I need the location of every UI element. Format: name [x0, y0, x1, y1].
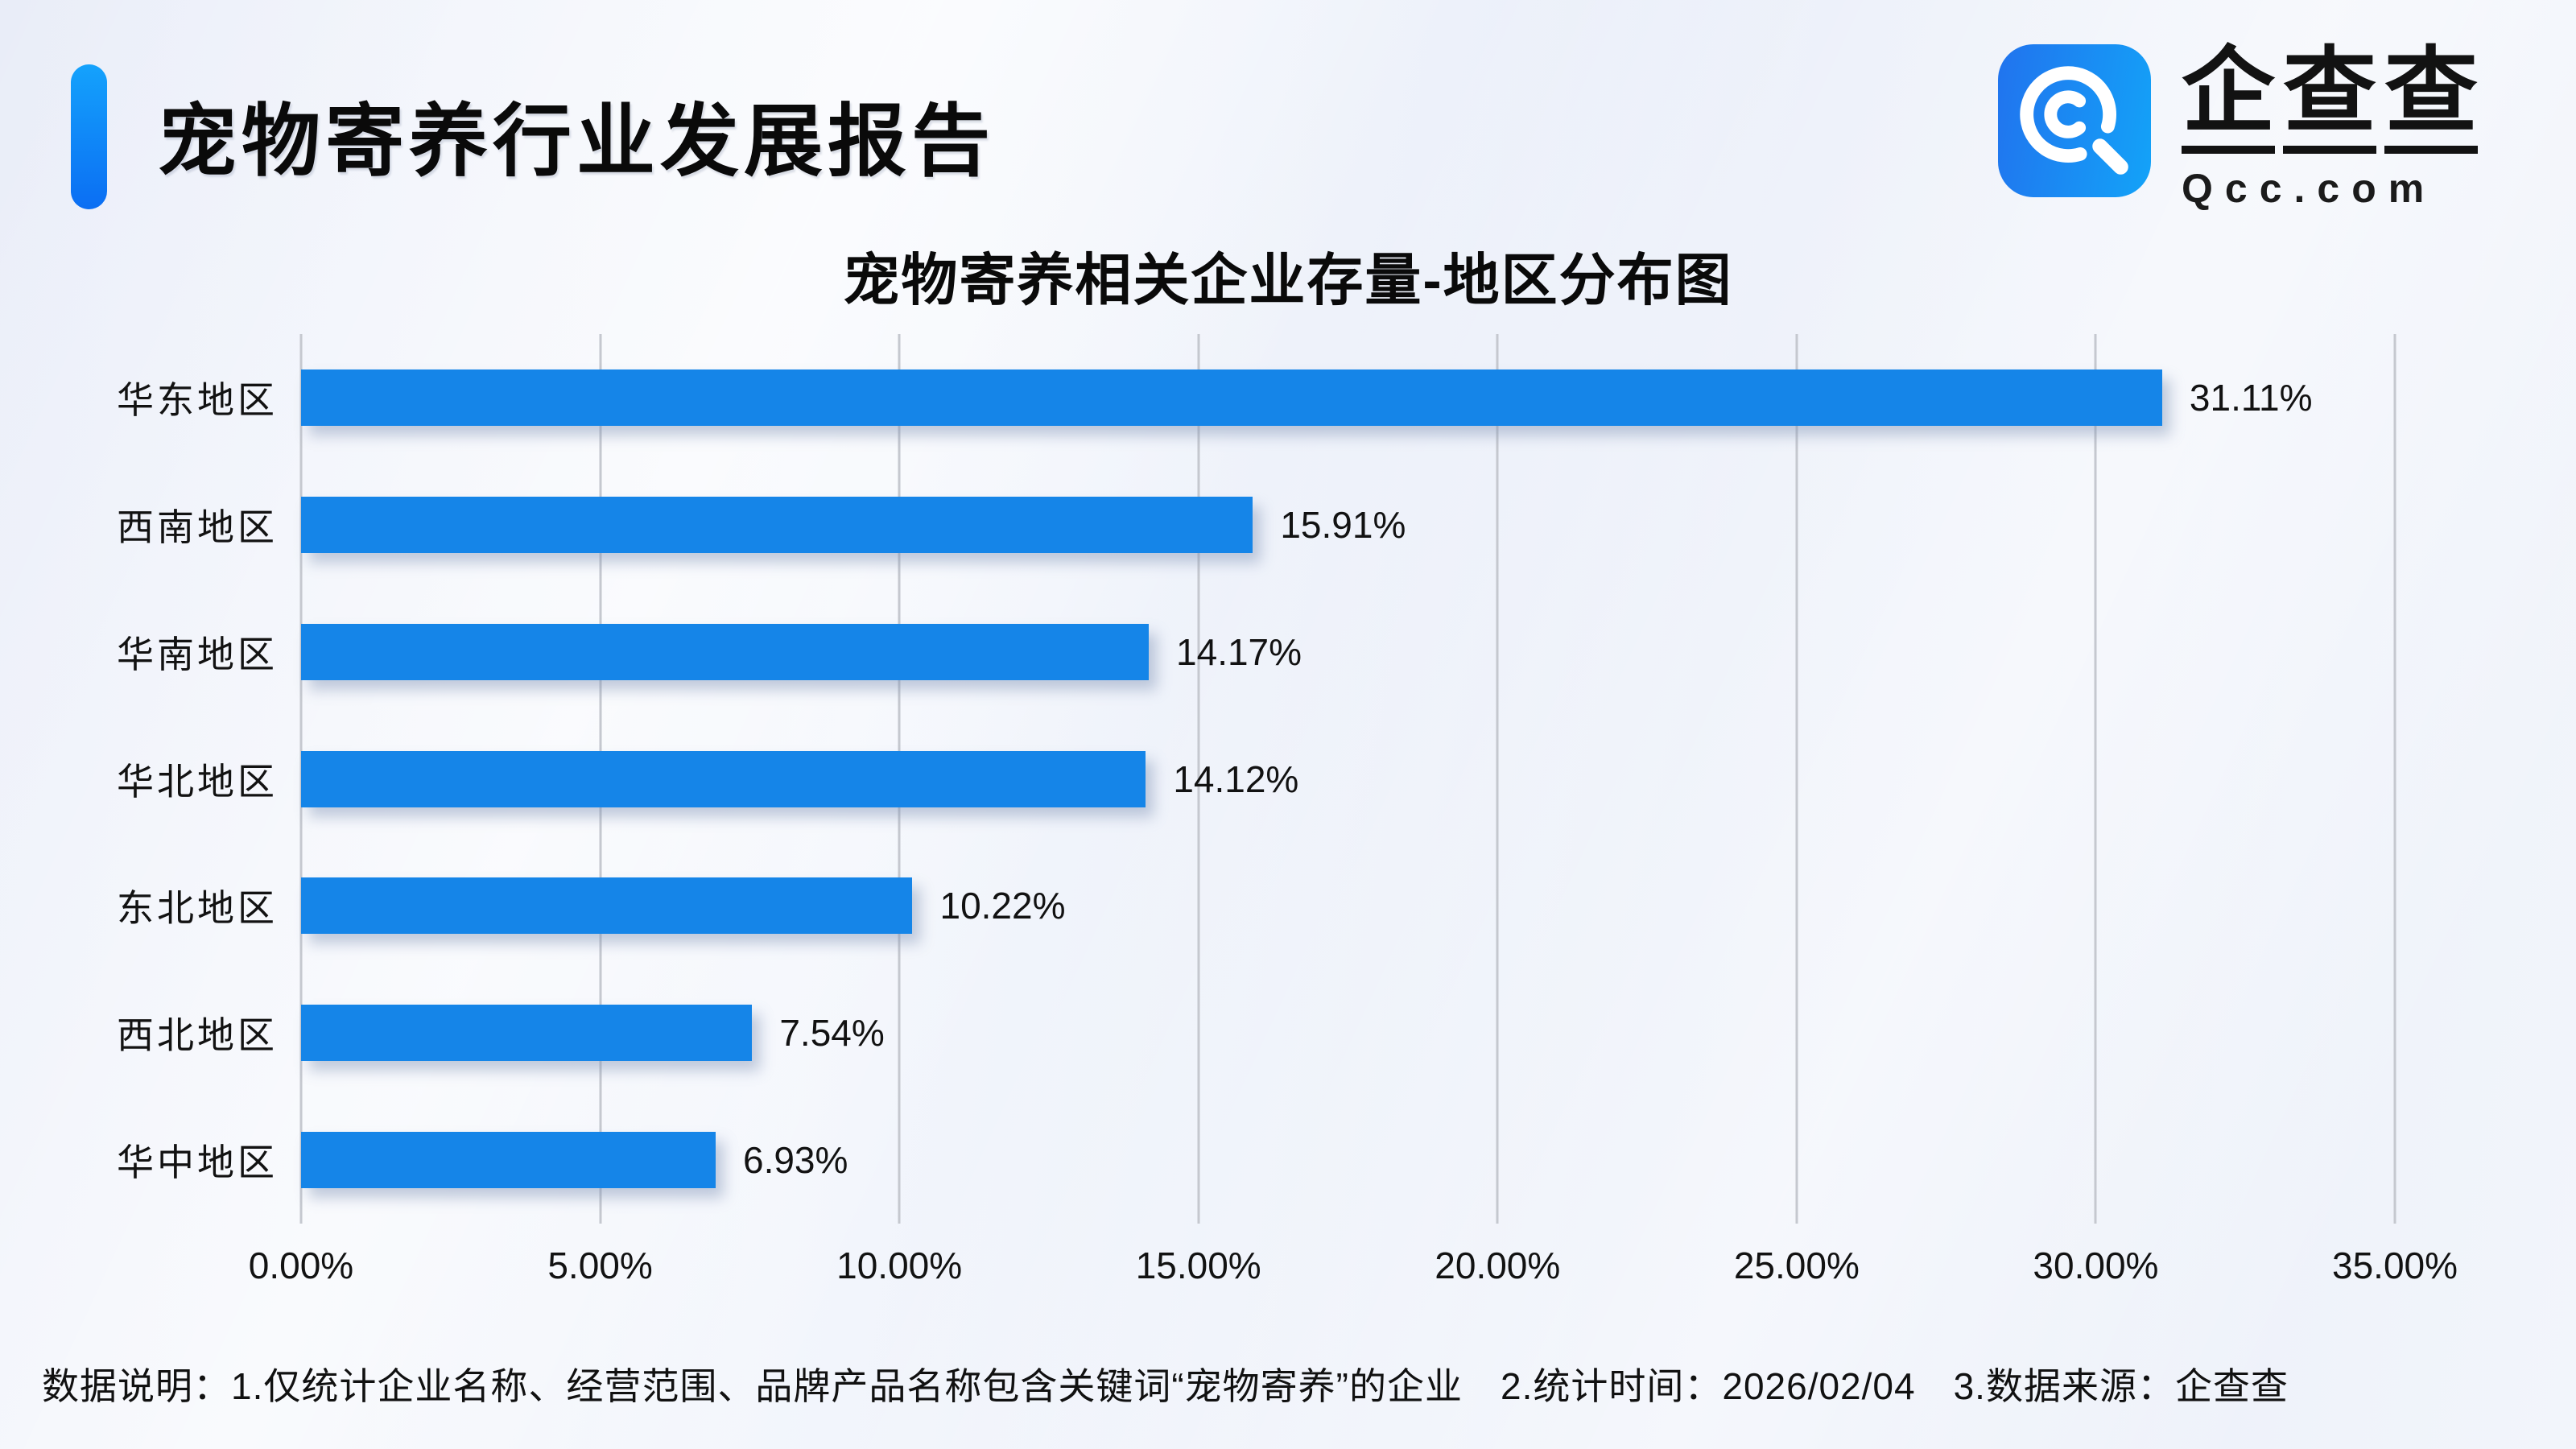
logo-brand-char: 查: [2384, 44, 2478, 154]
gridline: [1496, 334, 1499, 1224]
logo-brand-char: 企: [2182, 44, 2275, 154]
bar-row: 10.22%: [301, 842, 2395, 969]
x-tick-label: 35.00%: [2331, 1245, 2458, 1286]
bar-value-label: 6.93%: [742, 1139, 848, 1182]
bar-row: 15.91%: [301, 461, 2395, 588]
x-tick-label: 15.00%: [1135, 1245, 1261, 1286]
qcc-magnifier-icon: [1998, 44, 2151, 197]
bar-row: 14.17%: [301, 588, 2395, 716]
qcc-logo: 企查查 Qcc.com: [1998, 44, 2478, 212]
bar-value-label: 14.17%: [1176, 630, 1302, 673]
logo-domain: Qcc.com: [2182, 166, 2437, 211]
category-label: 华东地区: [117, 378, 278, 421]
category-label: 华中地区: [117, 1141, 278, 1184]
bar: [301, 623, 1150, 680]
gridline: [1197, 334, 1200, 1224]
logo-brand: 企查查: [2182, 44, 2478, 154]
bar: [301, 877, 913, 935]
title-accent-bar: [71, 64, 107, 209]
x-tick-label: 10.00%: [836, 1245, 963, 1286]
bar-row: 14.12%: [301, 716, 2395, 843]
bar-rows: 31.11% 15.91% 14.17% 14.12% 10.22% 7.54% 6.93%: [301, 334, 2395, 1224]
plot-area: 31.11% 15.91% 14.17% 14.12% 10.22% 7.54% 6.93%: [299, 334, 2396, 1224]
x-tick-label: 20.00%: [1435, 1245, 1561, 1286]
page-title: 宠物寄养行业发展报告: [158, 97, 996, 185]
bar: [301, 1005, 753, 1062]
bar-value-label: 7.54%: [779, 1012, 885, 1055]
chart-title: 宠物寄养相关企业存量-地区分布图: [843, 249, 1733, 312]
bar-row: 31.11%: [301, 334, 2395, 461]
bar-value-label: 31.11%: [2189, 376, 2313, 419]
footnote: 数据说明：1.仅统计企业名称、经营范围、品牌产品名称包含关键词“宠物寄养”的企业…: [42, 1365, 2289, 1407]
x-tick-label: 0.00%: [248, 1245, 354, 1286]
category-column: 华东地区西南地区华南地区华北地区东北地区西北地区华中地区: [0, 334, 278, 1224]
bar: [301, 369, 2162, 426]
x-tick-label: 25.00%: [1733, 1245, 1860, 1286]
category-label: 西北地区: [117, 1014, 278, 1057]
category-label: 西南地区: [117, 506, 278, 548]
gridline: [2393, 334, 2396, 1224]
bar-row: 7.54%: [301, 969, 2395, 1096]
gridline: [1795, 334, 1798, 1224]
x-tick-label: 30.00%: [2033, 1245, 2159, 1286]
logo-brand-char: 查: [2283, 44, 2376, 154]
category-label: 华南地区: [117, 633, 278, 675]
bar-value-label: 14.12%: [1173, 758, 1299, 800]
bar: [301, 496, 1253, 553]
bar-value-label: 15.91%: [1280, 503, 1406, 546]
bar: [301, 750, 1146, 807]
logo-text: 企查查 Qcc.com: [2182, 44, 2478, 212]
bar: [301, 1132, 716, 1189]
x-tick-label: 5.00%: [547, 1245, 653, 1286]
category-label: 东北地区: [117, 887, 278, 930]
bar-row: 6.93%: [301, 1096, 2395, 1224]
gridline: [2094, 334, 2097, 1224]
bar-value-label: 10.22%: [939, 885, 1066, 927]
x-axis: 0.00% 5.00% 10.00% 15.00% 20.00% 25.00% 30.00%…: [249, 1244, 2458, 1292]
category-label: 华北地区: [117, 760, 278, 803]
